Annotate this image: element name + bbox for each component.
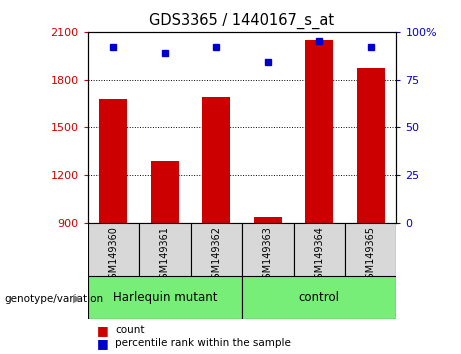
Bar <box>151 161 179 223</box>
Text: ■: ■ <box>97 337 108 350</box>
Bar <box>139 223 190 276</box>
Bar <box>242 276 396 319</box>
Bar <box>305 40 333 223</box>
Text: GSM149362: GSM149362 <box>211 226 221 285</box>
Text: ■: ■ <box>97 324 108 337</box>
Bar <box>190 223 242 276</box>
Text: ▶: ▶ <box>73 294 82 304</box>
Text: GSM149360: GSM149360 <box>108 226 118 285</box>
Bar <box>254 217 282 223</box>
Bar <box>88 276 242 319</box>
Bar <box>345 223 396 276</box>
Text: count: count <box>115 325 145 335</box>
Text: genotype/variation: genotype/variation <box>5 294 104 304</box>
Text: GSM149361: GSM149361 <box>160 226 170 285</box>
Bar <box>202 97 230 223</box>
Text: Harlequin mutant: Harlequin mutant <box>112 291 217 304</box>
Text: percentile rank within the sample: percentile rank within the sample <box>115 338 291 348</box>
Text: GSM149364: GSM149364 <box>314 226 324 285</box>
Bar <box>356 69 385 223</box>
Text: GSM149363: GSM149363 <box>263 226 273 285</box>
Text: GSM149365: GSM149365 <box>366 226 376 285</box>
Bar <box>242 223 294 276</box>
Text: GDS3365 / 1440167_s_at: GDS3365 / 1440167_s_at <box>149 12 335 29</box>
Bar <box>88 223 139 276</box>
Text: control: control <box>299 291 340 304</box>
Bar <box>99 99 128 223</box>
Bar <box>294 223 345 276</box>
